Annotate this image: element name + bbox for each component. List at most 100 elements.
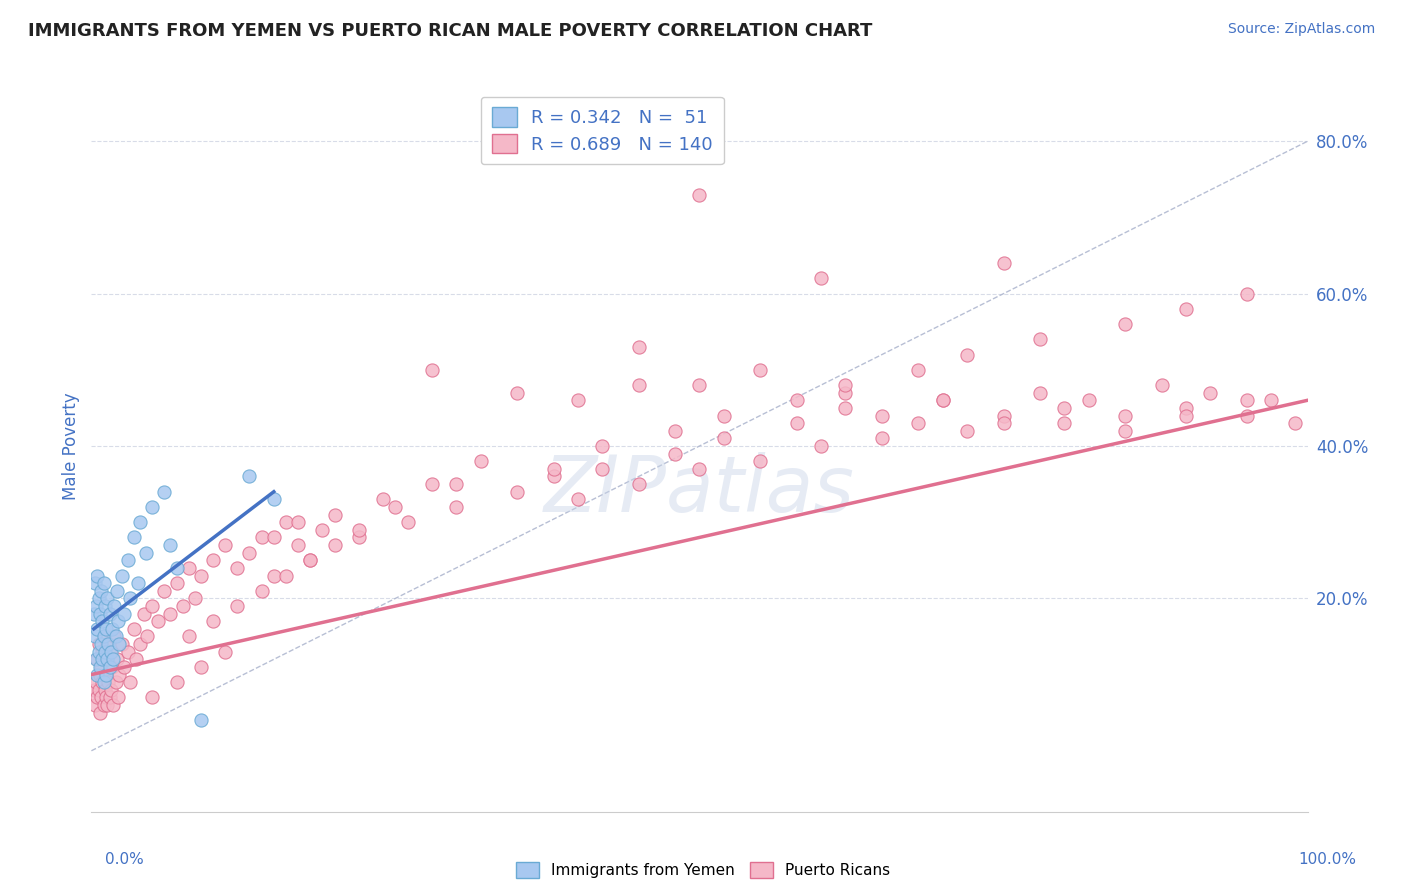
Point <box>274 515 297 529</box>
Point <box>1150 378 1173 392</box>
Point <box>120 675 142 690</box>
Point <box>664 447 686 461</box>
Point <box>105 583 128 598</box>
Point <box>1236 393 1258 408</box>
Point <box>96 652 118 666</box>
Point <box>993 409 1015 423</box>
Point <box>153 484 176 499</box>
Point <box>94 652 117 666</box>
Point <box>100 645 122 659</box>
Point <box>129 637 152 651</box>
Point <box>1029 332 1052 346</box>
Point <box>1053 416 1076 430</box>
Point <box>567 393 589 408</box>
Point <box>238 546 260 560</box>
Point <box>749 363 772 377</box>
Point <box>98 607 121 621</box>
Point <box>93 576 115 591</box>
Point <box>190 568 212 582</box>
Point <box>810 271 832 285</box>
Point <box>263 492 285 507</box>
Point <box>86 622 108 636</box>
Point <box>749 454 772 468</box>
Point <box>311 523 333 537</box>
Point <box>870 409 893 423</box>
Point <box>506 484 529 499</box>
Point <box>125 652 148 666</box>
Point <box>834 378 856 392</box>
Point <box>127 576 149 591</box>
Point <box>299 553 322 567</box>
Point <box>103 599 125 613</box>
Point <box>122 530 145 544</box>
Point <box>347 530 370 544</box>
Point <box>1236 286 1258 301</box>
Point <box>347 523 370 537</box>
Point <box>98 645 121 659</box>
Point <box>83 682 105 697</box>
Text: 0.0%: 0.0% <box>105 852 145 867</box>
Point <box>111 637 134 651</box>
Point <box>89 660 111 674</box>
Point <box>117 553 139 567</box>
Point <box>810 439 832 453</box>
Point <box>93 675 115 690</box>
Point <box>870 431 893 445</box>
Legend: R = 0.342   N =  51, R = 0.689   N = 140: R = 0.342 N = 51, R = 0.689 N = 140 <box>481 96 724 164</box>
Point <box>627 477 650 491</box>
Point <box>84 576 107 591</box>
Point <box>166 576 188 591</box>
Point <box>107 614 129 628</box>
Point <box>101 622 124 636</box>
Point <box>94 667 117 681</box>
Point <box>1260 393 1282 408</box>
Point <box>263 568 285 582</box>
Point <box>97 637 120 651</box>
Point <box>87 591 110 606</box>
Point <box>86 568 108 582</box>
Point <box>112 607 135 621</box>
Point <box>104 630 127 644</box>
Point <box>86 667 108 681</box>
Point <box>90 690 112 705</box>
Point <box>190 714 212 728</box>
Point <box>1077 393 1099 408</box>
Point <box>108 667 131 681</box>
Point <box>263 530 285 544</box>
Point <box>93 698 115 712</box>
Point <box>1175 301 1198 316</box>
Point <box>931 393 953 408</box>
Point <box>148 614 170 628</box>
Point <box>287 515 309 529</box>
Point <box>373 492 395 507</box>
Point <box>202 553 225 567</box>
Point <box>120 591 142 606</box>
Point <box>1029 385 1052 400</box>
Y-axis label: Male Poverty: Male Poverty <box>62 392 80 500</box>
Point <box>786 393 808 408</box>
Point <box>214 538 236 552</box>
Point <box>907 416 929 430</box>
Point <box>141 599 163 613</box>
Point <box>384 500 406 514</box>
Point <box>1053 401 1076 415</box>
Point <box>202 614 225 628</box>
Point <box>166 561 188 575</box>
Point <box>96 637 118 651</box>
Point <box>238 469 260 483</box>
Point <box>91 614 114 628</box>
Point <box>1175 401 1198 415</box>
Point <box>135 546 157 560</box>
Point <box>94 622 117 636</box>
Point <box>688 378 710 392</box>
Point <box>190 660 212 674</box>
Point <box>87 637 110 651</box>
Point <box>834 385 856 400</box>
Point <box>420 477 443 491</box>
Point <box>688 187 710 202</box>
Point <box>86 690 108 705</box>
Point <box>834 401 856 415</box>
Point <box>108 637 131 651</box>
Point <box>93 630 115 644</box>
Point <box>98 690 121 705</box>
